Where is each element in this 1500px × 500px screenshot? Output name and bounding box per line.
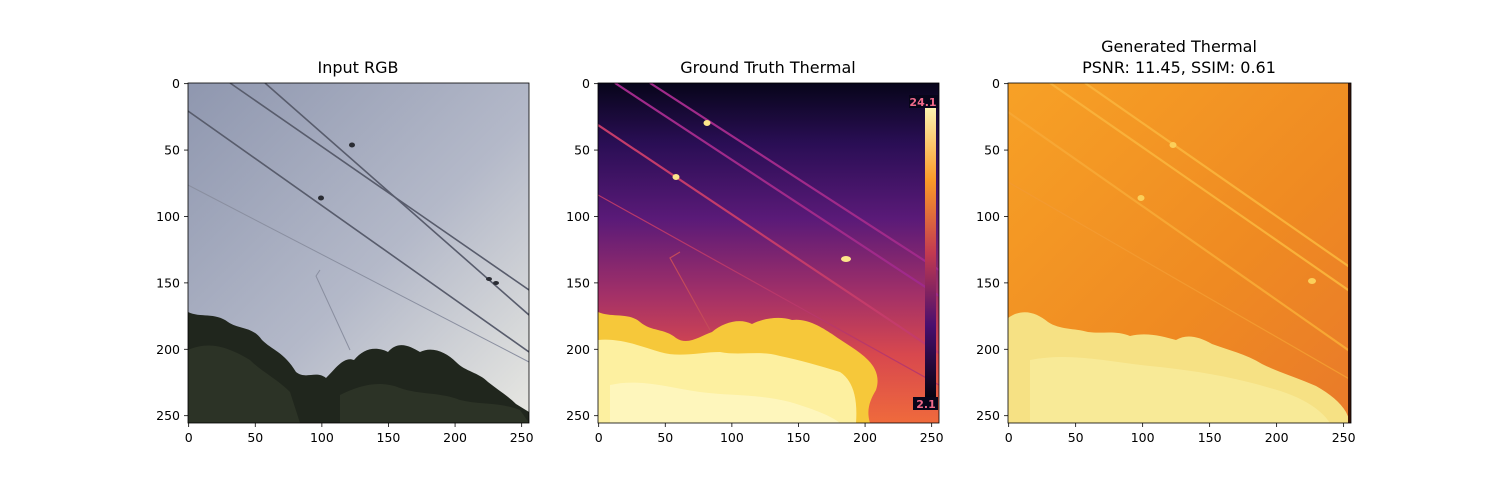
x-tick-label: 150 (1198, 430, 1222, 445)
colorbar-max-label: 24.1 (909, 96, 936, 109)
y-tick-label: 150 (156, 275, 180, 290)
y-tick-label: 200 (156, 342, 180, 357)
y-tick-label: 100 (976, 209, 1000, 224)
y-tick-label: 150 (566, 275, 590, 290)
x-tick-label: 0 (1005, 430, 1013, 445)
x-tick-label: 200 (853, 430, 877, 445)
title-generated-thermal: Generated Thermal (1101, 37, 1257, 56)
embedded-colorbar: 24.1 2.1 (909, 95, 938, 411)
colorbar-min-label: 2.1 (916, 398, 936, 411)
x-tick-label: 50 (247, 430, 263, 445)
generated-image (1008, 83, 1351, 423)
x-tick-label: 250 (510, 430, 534, 445)
axes-ticks: 0 50 100 150 200 250 0 50 100 150 200 250 0 50 100 150 2… (156, 76, 1355, 445)
x-tick-label: 150 (377, 430, 401, 445)
hot-birds (672, 120, 851, 262)
y-tick-label: 100 (566, 209, 590, 224)
y-tick-label: 200 (566, 342, 590, 357)
thermal-image (598, 83, 939, 423)
y-tick-label: 50 (574, 143, 590, 158)
y-tick-label: 0 (172, 76, 180, 91)
x-tick-label: 50 (657, 430, 673, 445)
power-lines (188, 83, 529, 363)
x-tick-label: 250 (1332, 430, 1356, 445)
generated-birds (1137, 142, 1316, 284)
panel-ground-truth-thermal: 24.1 2.1 (597, 82, 940, 424)
y-tick-label: 250 (566, 408, 590, 423)
x-tick-label: 200 (443, 430, 467, 445)
subtitle-generated-metrics: PSNR: 11.45, SSIM: 0.61 (1082, 58, 1276, 77)
y-tick-label: 250 (976, 408, 1000, 423)
y-tick-label: 150 (976, 275, 1000, 290)
x-tick-label: 0 (185, 430, 193, 445)
title-input-rgb: Input RGB (317, 58, 398, 77)
title-ground-truth-thermal: Ground Truth Thermal (680, 58, 855, 77)
y-tick-label: 0 (582, 76, 590, 91)
y-tick-label: 0 (992, 76, 1000, 91)
y-tick-label: 250 (156, 408, 180, 423)
y-tick-label: 50 (164, 143, 180, 158)
x-tick-label: 150 (787, 430, 811, 445)
x-tick-label: 100 (310, 430, 334, 445)
x-tick-label: 100 (720, 430, 744, 445)
x-tick-label: 200 (1265, 430, 1289, 445)
y-tick-label: 100 (156, 209, 180, 224)
x-tick-label: 0 (595, 430, 603, 445)
x-tick-label: 250 (920, 430, 944, 445)
thermal-lines (598, 83, 939, 386)
y-tick-label: 200 (976, 342, 1000, 357)
birds (318, 142, 499, 285)
panel-input-rgb (187, 82, 530, 424)
rgb-image (188, 83, 529, 423)
x-tick-label: 50 (1068, 430, 1084, 445)
generated-lines (1008, 83, 1351, 381)
x-tick-label: 100 (1131, 430, 1155, 445)
y-tick-label: 50 (984, 143, 1000, 158)
panel-generated-thermal (1007, 82, 1352, 424)
